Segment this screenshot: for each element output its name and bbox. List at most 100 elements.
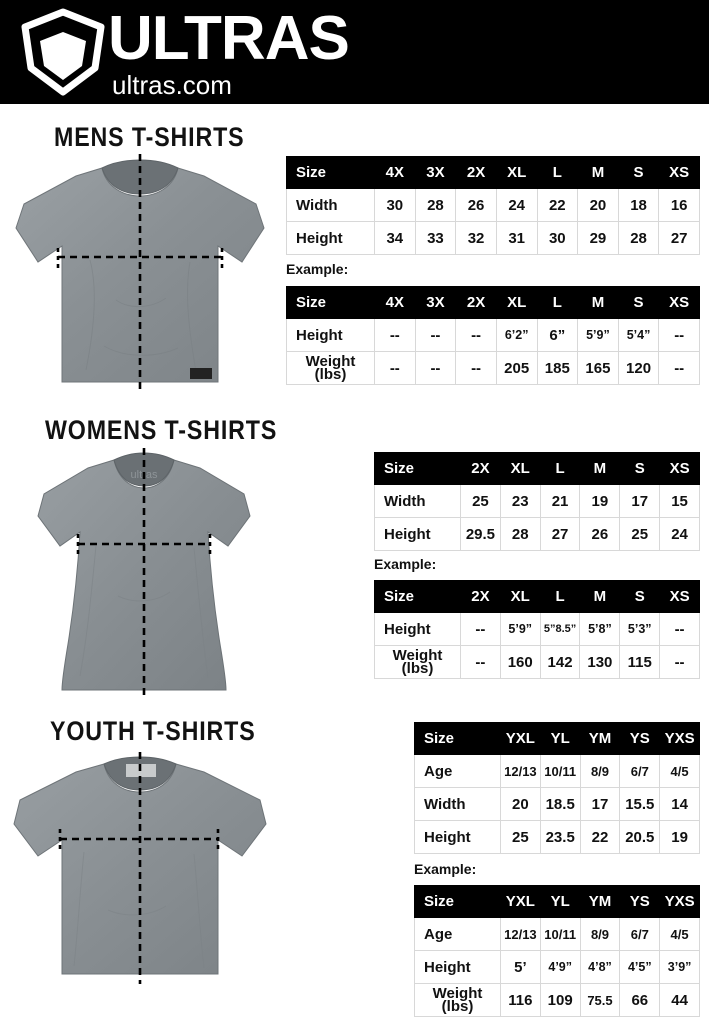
- row-label: Age: [414, 917, 501, 951]
- column-header: 3X: [414, 156, 457, 189]
- table-cell: 4/5: [659, 754, 700, 788]
- column-header: YXL: [500, 722, 541, 755]
- table-cell: 28: [499, 517, 541, 551]
- column-header: XS: [659, 452, 700, 485]
- table-cell: --: [659, 612, 700, 646]
- table-cell: 185: [536, 351, 579, 385]
- table-cell: 22: [579, 820, 621, 854]
- row-label: Height: [286, 318, 375, 352]
- table-header-row: Size YXL YL YM YS YXS: [414, 885, 700, 918]
- table-cell: --: [414, 351, 457, 385]
- table-row: Height 5’ 4’9” 4’8” 4’5” 3’9”: [414, 950, 700, 984]
- mens-size-table: Size 4X 3X 2X XL L M S XS Width 30 28 26…: [286, 156, 700, 255]
- column-header: XS: [658, 156, 700, 189]
- table-header-row: Size 2X XL L M S XS: [374, 452, 700, 485]
- table-cell: 6”: [536, 318, 579, 352]
- column-header: Size: [414, 722, 501, 755]
- table-cell: 116: [500, 983, 541, 1017]
- row-label-line2: (lbs): [314, 366, 347, 383]
- column-header: L: [536, 156, 579, 189]
- table-header-row: Size YXL YL YM YS YXS: [414, 722, 700, 755]
- youth-example-table: Size YXL YL YM YS YXS Age 12/13 10/11 8/…: [414, 885, 700, 1017]
- column-header: S: [619, 580, 661, 613]
- table-cell: --: [659, 645, 700, 679]
- table-cell: 20: [500, 787, 541, 821]
- table-cell: 10/11: [539, 754, 581, 788]
- column-header: YM: [579, 885, 621, 918]
- table-cell: 19: [579, 484, 621, 518]
- row-label: Age: [414, 754, 501, 788]
- table-cell: 15: [659, 484, 700, 518]
- column-header: Size: [286, 286, 375, 319]
- table-cell: 130: [579, 645, 621, 679]
- column-header: YS: [619, 722, 661, 755]
- table-row: Height 25 23.5 22 20.5 19: [414, 820, 700, 854]
- table-cell: 25: [619, 517, 661, 551]
- shield-pentagon-logo-icon: [21, 8, 105, 96]
- table-cell: --: [658, 351, 700, 385]
- column-header: XS: [658, 286, 700, 319]
- table-cell: 20.5: [619, 820, 661, 854]
- table-header-row: Size 4X 3X 2X XL L M S XS: [286, 286, 700, 319]
- column-header: XL: [499, 580, 541, 613]
- column-header: YL: [539, 885, 581, 918]
- row-label-line2: (lbs): [401, 660, 434, 677]
- table-cell: 10/11: [539, 917, 581, 951]
- table-cell: 6’2”: [495, 318, 538, 352]
- table-cell: --: [460, 645, 501, 679]
- table-cell: 28: [414, 188, 457, 222]
- column-header: L: [539, 452, 581, 485]
- table-row: Age 12/13 10/11 8/9 6/7 4/5: [414, 754, 700, 788]
- table-cell: 6/7: [619, 754, 661, 788]
- mens-tshirt-illustration: [6, 150, 274, 398]
- table-cell: 26: [579, 517, 621, 551]
- table-row: Weight (lbs) -- 160 142 130 115 --: [374, 645, 700, 679]
- brand-wordmark: ULTRAS: [108, 4, 350, 73]
- column-header: XL: [495, 286, 538, 319]
- table-cell: 165: [577, 351, 619, 385]
- table-cell: 120: [617, 351, 660, 385]
- table-cell: 6/7: [619, 917, 661, 951]
- table-cell: 205: [495, 351, 538, 385]
- table-cell: 5’9”: [577, 318, 619, 352]
- table-cell: 24: [659, 517, 700, 551]
- column-header: Size: [374, 452, 461, 485]
- table-cell: 17: [619, 484, 661, 518]
- brand-text: ULTRAS ultras.com: [108, 4, 350, 100]
- table-row: Width 25 23 21 19 17 15: [374, 484, 700, 518]
- youth-tshirt-illustration: [4, 750, 276, 988]
- table-cell: 25: [460, 484, 501, 518]
- column-header: 2X: [460, 452, 501, 485]
- table-cell: 23: [499, 484, 541, 518]
- table-cell: 5’4”: [617, 318, 660, 352]
- example-label-womens: Example:: [374, 556, 437, 572]
- column-header: M: [579, 580, 621, 613]
- table-cell: 5’3”: [619, 612, 661, 646]
- table-cell: 29: [577, 221, 619, 255]
- table-cell: 66: [619, 983, 661, 1017]
- column-header: S: [617, 286, 660, 319]
- table-cell: 26: [455, 188, 497, 222]
- table-cell: 115: [619, 645, 661, 679]
- table-cell: 24: [495, 188, 538, 222]
- table-cell: 22: [536, 188, 579, 222]
- section-title-youth: YOUTH T-SHIRTS: [50, 716, 256, 746]
- table-cell: 75.5: [579, 983, 621, 1017]
- column-header: YXL: [500, 885, 541, 918]
- table-cell: 14: [659, 787, 700, 821]
- table-row: Width 30 28 26 24 22 20 18 16: [286, 188, 700, 222]
- table-cell: 142: [539, 645, 581, 679]
- column-header: YL: [539, 722, 581, 755]
- column-header: S: [617, 156, 660, 189]
- row-label: Width: [286, 188, 375, 222]
- table-cell: 32: [455, 221, 497, 255]
- table-cell: 18.5: [539, 787, 581, 821]
- table-row: Height 29.5 28 27 26 25 24: [374, 517, 700, 551]
- row-label: Height: [374, 517, 461, 551]
- womens-example-table: Size 2X XL L M S XS Height -- 5’9” 5”8.5…: [374, 580, 700, 679]
- table-cell: 28: [617, 221, 660, 255]
- brand-logo: ULTRAS ultras.com: [20, 4, 350, 100]
- column-header: L: [536, 286, 579, 319]
- table-cell: 5’9”: [499, 612, 541, 646]
- table-cell: 25: [500, 820, 541, 854]
